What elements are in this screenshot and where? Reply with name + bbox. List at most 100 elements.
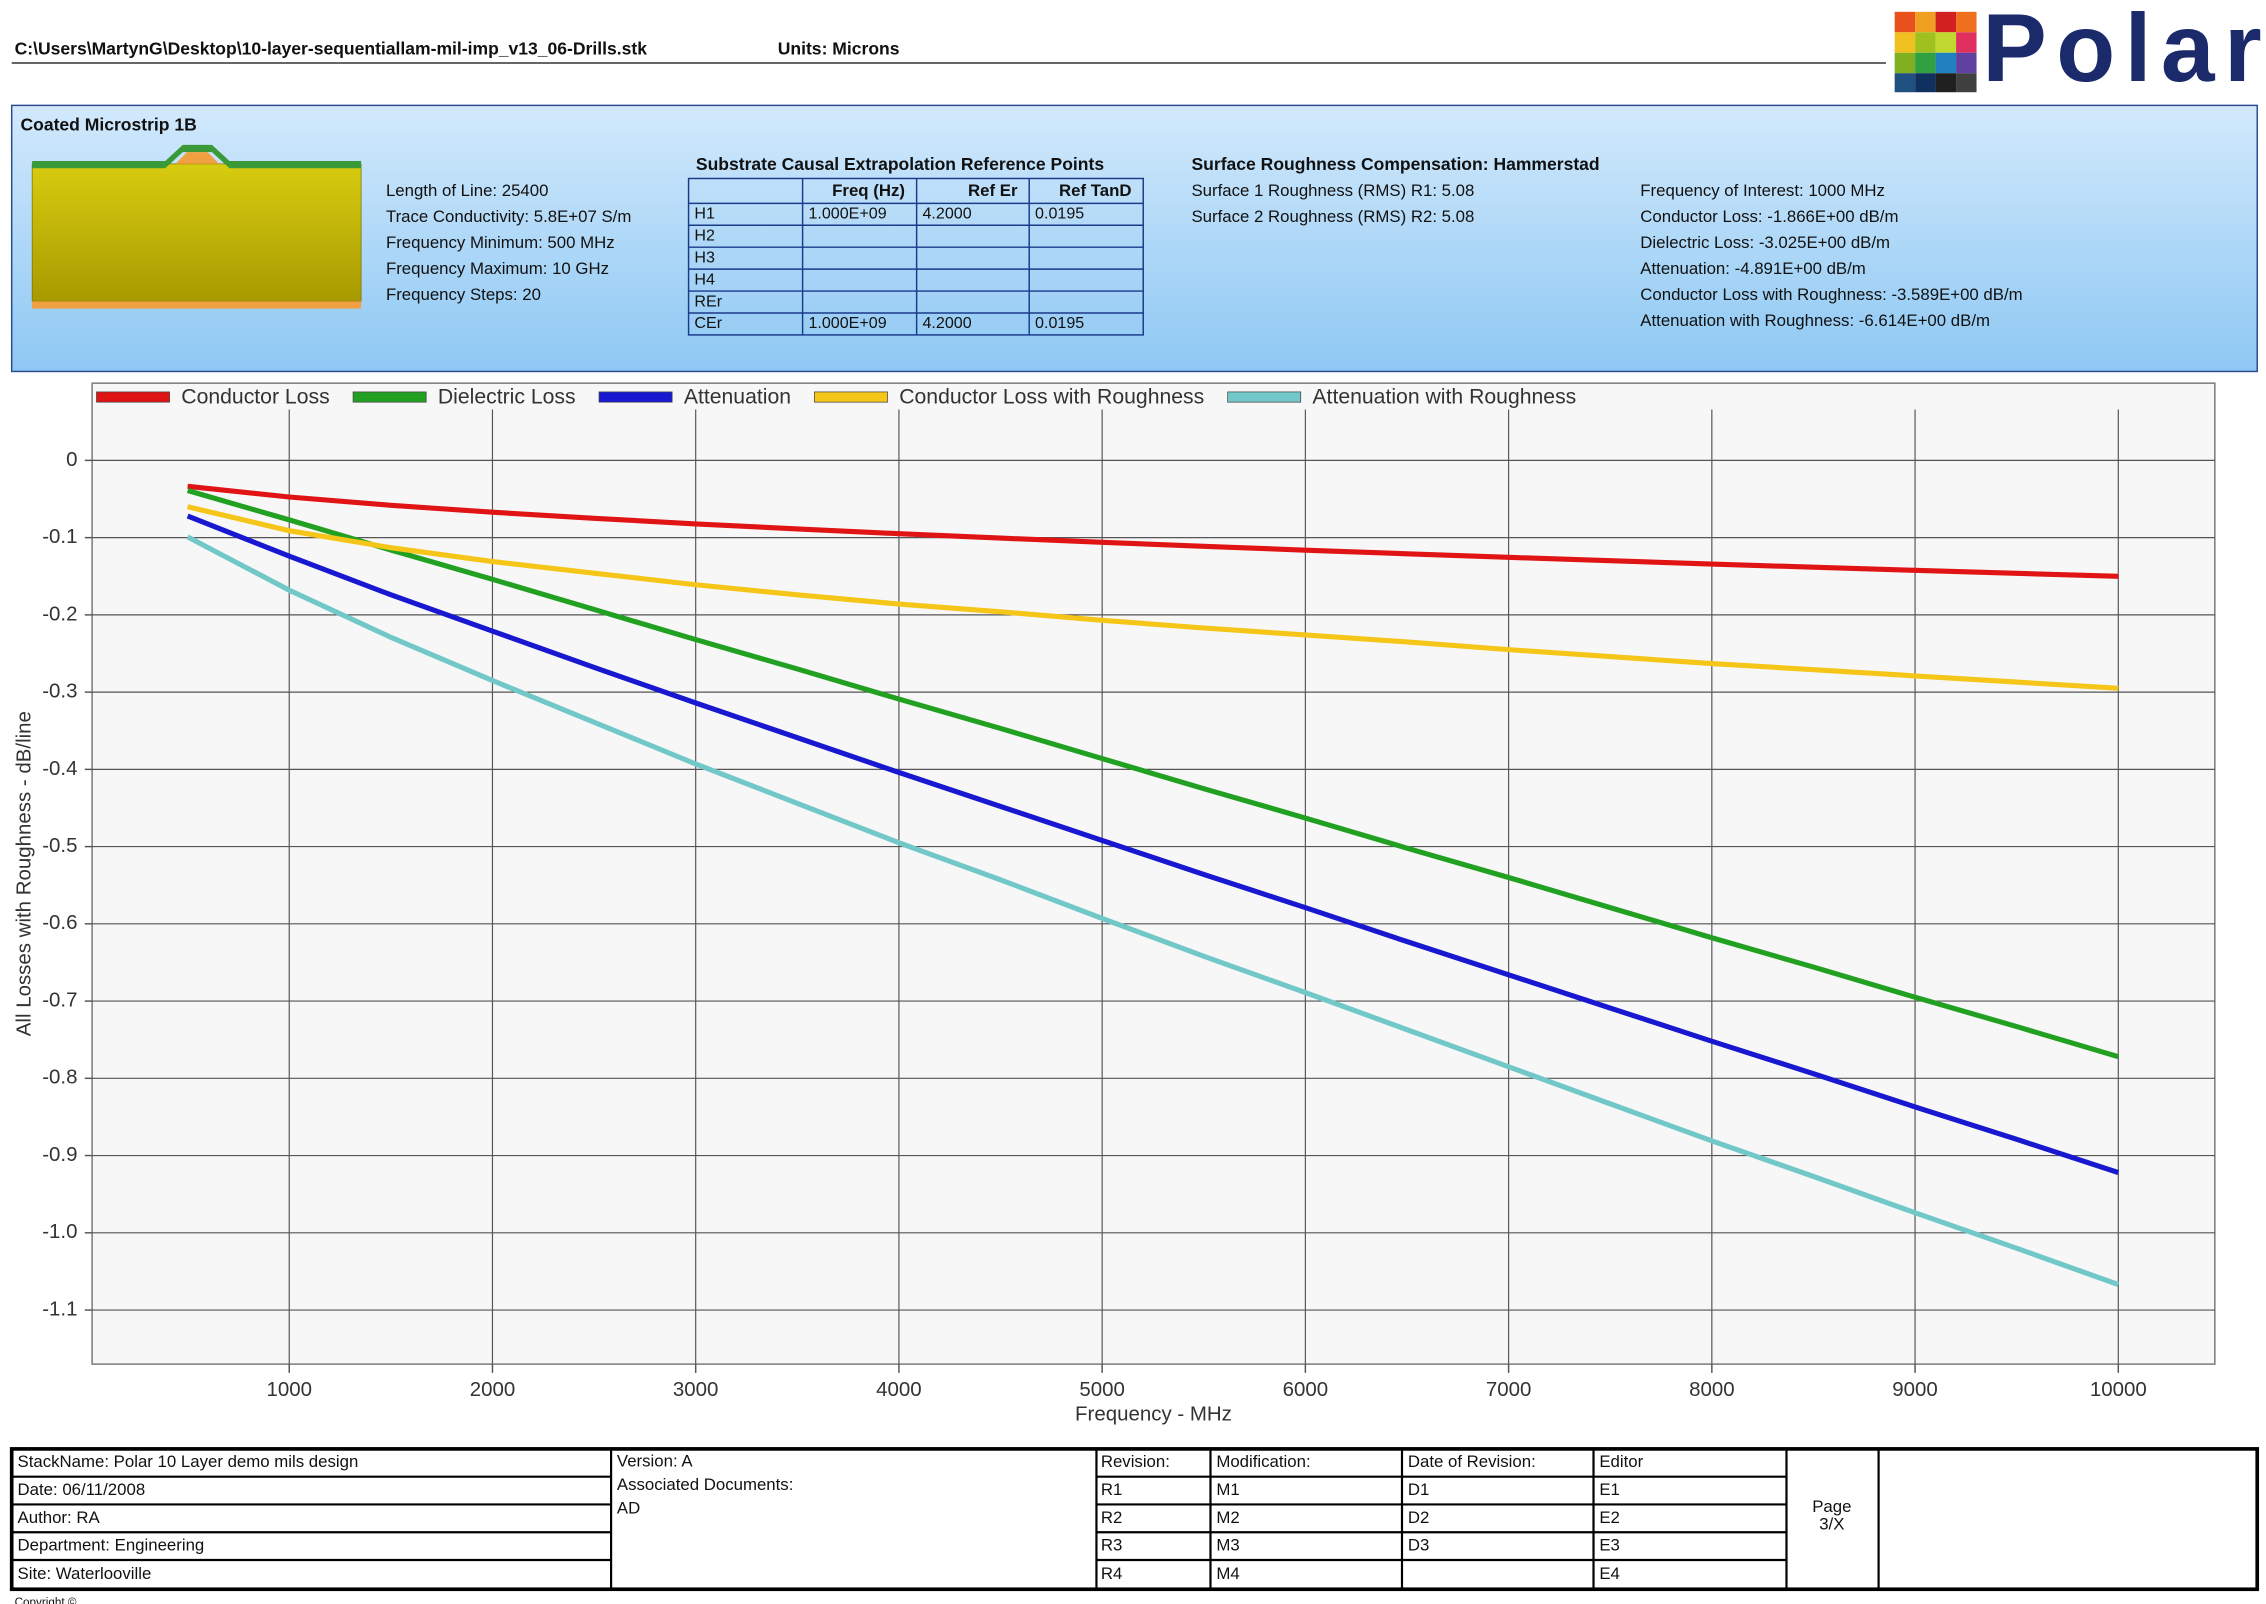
legend-swatch <box>352 391 427 403</box>
result: Conductor Loss: -1.866E+00 dB/m <box>1640 207 1898 226</box>
x-tick-label: 8000 <box>1689 1378 1735 1401</box>
param: Frequency Minimum: 500 MHz <box>386 233 615 252</box>
footer-cell: R3 <box>1101 1536 1122 1555</box>
table-cell: 0.0195 <box>1035 314 1084 332</box>
table-row-label: REr <box>694 292 722 310</box>
y-tick-label: -0.8 <box>42 1066 77 1089</box>
legend-swatch <box>814 391 888 403</box>
x-tick-label: 4000 <box>876 1378 922 1401</box>
legend-label: Attenuation with Roughness <box>1312 385 1576 408</box>
footer-cell: Site: Waterlooville <box>18 1564 152 1583</box>
legend-label: Conductor Loss <box>181 385 329 408</box>
x-tick-label: 1000 <box>266 1378 312 1401</box>
footer-cell: E2 <box>1599 1508 1620 1527</box>
footer-cell: Date of Revision: <box>1408 1452 1536 1471</box>
series-line <box>186 534 2120 1287</box>
param: Frequency Steps: 20 <box>386 285 541 304</box>
x-axis-label: Frequency - MHz <box>1075 1403 1232 1426</box>
table-row-label: H2 <box>694 226 715 244</box>
x-tick-label: 5000 <box>1079 1378 1125 1401</box>
table-row-label: CEr <box>694 314 722 332</box>
result: Attenuation with Roughness: -6.614E+00 d… <box>1640 311 1990 330</box>
y-tick-label: -0.3 <box>42 680 77 703</box>
footer-cell: D1 <box>1408 1480 1429 1499</box>
table-header: Ref Er <box>968 181 1018 200</box>
footer-cell: M4 <box>1216 1564 1239 1583</box>
result: Frequency of Interest: 1000 MHz <box>1640 181 1885 200</box>
legend-label: Conductor Loss with Roughness <box>899 385 1204 408</box>
footer-cell: R2 <box>1101 1508 1122 1527</box>
footer-cell: E4 <box>1599 1564 1620 1583</box>
file-path: C:\Users\MartynG\Desktop\10-layer-sequen… <box>15 38 648 58</box>
table-header: Freq (Hz) <box>832 181 905 200</box>
logo-text: Polar <box>1982 0 2261 102</box>
table-title: Substrate Causal Extrapolation Reference… <box>696 154 1104 174</box>
x-tick-label: 2000 <box>470 1378 516 1401</box>
legend-swatch <box>96 391 170 403</box>
y-tick-label: -0.7 <box>42 988 77 1011</box>
table-row-label: H3 <box>694 248 715 266</box>
footer-cell: M2 <box>1216 1508 1239 1527</box>
logo-mark <box>1894 11 1977 93</box>
param: Length of Line: 25400 <box>386 181 549 200</box>
footer-cell: Revision: <box>1101 1452 1170 1471</box>
series-line <box>187 504 2119 691</box>
table-cell: 1.000E+09 <box>808 314 886 332</box>
legend-swatch <box>598 391 673 403</box>
footer-cell: R4 <box>1101 1564 1122 1583</box>
table-cell: 4.2000 <box>922 205 971 223</box>
units: Units: Microns <box>778 38 900 58</box>
table-cell: 0.0195 <box>1035 205 1084 223</box>
footer-assoc-title: Associated Documents: <box>617 1475 793 1494</box>
y-tick-label: -0.5 <box>42 834 77 857</box>
footer-page: Page <box>1812 1497 1851 1516</box>
info-panel <box>10 104 2258 373</box>
footer-assoc: AD <box>617 1498 640 1517</box>
x-tick-label: 10000 <box>2090 1378 2147 1401</box>
footer-cell: StackName: Polar 10 Layer demo mils desi… <box>18 1452 359 1471</box>
footer-cell: M3 <box>1216 1536 1239 1555</box>
table-cell: 1.000E+09 <box>808 205 886 223</box>
microstrip-diagram <box>31 144 362 309</box>
footer-cell: E3 <box>1599 1536 1620 1555</box>
y-tick-label: 0 <box>66 448 77 471</box>
param: Frequency Maximum: 10 GHz <box>386 259 609 278</box>
legend-swatch <box>1227 391 1302 403</box>
footer-cell: Department: Engineering <box>18 1536 205 1555</box>
footer-cell: D3 <box>1408 1536 1429 1555</box>
table-cell: 4.2000 <box>922 314 971 332</box>
series-line <box>187 483 2119 579</box>
roughness-title: Surface Roughness Compensation: Hammerst… <box>1191 154 1599 174</box>
result: Attenuation: -4.891E+00 dB/m <box>1640 259 1866 278</box>
legend-label: Attenuation <box>684 385 791 408</box>
series-line <box>186 513 2120 1175</box>
footer-cell: Editor <box>1599 1452 1643 1471</box>
footer-cell: Author: RA <box>18 1508 101 1527</box>
y-tick-label: -1.0 <box>42 1220 77 1243</box>
footer-page-no: 3/X <box>1819 1514 1844 1533</box>
footer-cell: D2 <box>1408 1508 1429 1527</box>
x-tick-label: 7000 <box>1486 1378 1532 1401</box>
x-tick-label: 3000 <box>673 1378 719 1401</box>
y-tick-label: -0.2 <box>42 602 77 625</box>
x-tick-label: 9000 <box>1892 1378 1938 1401</box>
y-tick-label: -0.9 <box>42 1143 77 1166</box>
table-row-label: H4 <box>694 270 715 288</box>
y-tick-label: -0.1 <box>42 525 77 548</box>
y-tick-label: -0.4 <box>42 757 77 780</box>
footer-cell: Date: 06/11/2008 <box>18 1480 146 1499</box>
table-header: Ref TanD <box>1059 181 1131 200</box>
plot-frame <box>91 382 2216 1365</box>
legend-label: Dielectric Loss <box>438 385 576 408</box>
footer-cell: R1 <box>1101 1480 1122 1499</box>
series-line <box>186 488 2120 1060</box>
footer-cell: Modification: <box>1216 1452 1310 1471</box>
footer-cell: E1 <box>1599 1480 1620 1499</box>
y-axis-label: All Losses with Roughness - dB/line <box>12 711 35 1036</box>
footer-frame <box>9 1447 2260 1592</box>
param: Trace Conductivity: 5.8E+07 S/m <box>386 207 631 226</box>
roughness-line: Surface 1 Roughness (RMS) R1: 5.08 <box>1191 181 1474 200</box>
footer-cell: M1 <box>1216 1480 1239 1499</box>
result: Conductor Loss with Roughness: -3.589E+0… <box>1640 285 2022 304</box>
